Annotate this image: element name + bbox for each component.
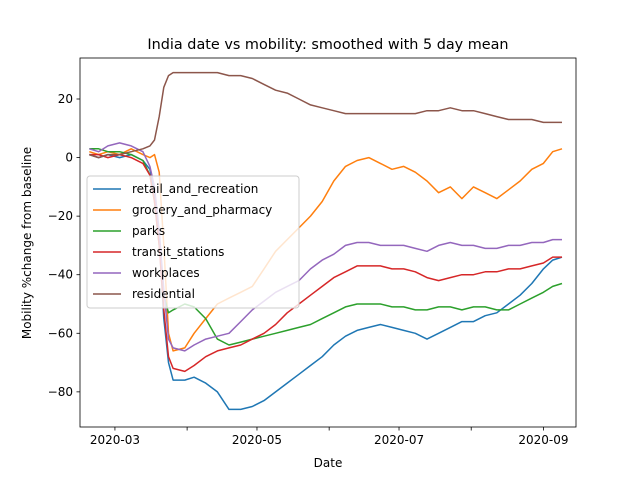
legend-label: retail_and_recreation	[132, 182, 258, 196]
y-tick-label: 20	[58, 92, 73, 106]
legend: retail_and_recreation grocery_and_pharmac…	[86, 175, 300, 309]
y-tick-label: −80	[48, 385, 73, 399]
y-tick-label: −20	[48, 209, 73, 223]
legend-label: workplaces	[132, 266, 200, 280]
x-axis-label: Date	[314, 456, 343, 470]
axes-layer: 2020-03 2020-05 2020-07 2020-09 −80 −60 −40 −20…	[48, 57, 577, 447]
y-axis-label: Mobility %change from baseline	[20, 147, 34, 339]
chart-title: India date vs mobility: smoothed with 5 …	[147, 37, 508, 53]
x-tick-label: 2020-09	[518, 433, 568, 447]
x-tick-label: 2020-05	[232, 433, 282, 447]
legend-box	[86, 175, 300, 309]
series-line-grocery_and_pharmacy	[89, 148, 563, 352]
x-tick-label: 2020-07	[374, 433, 424, 447]
legend-label: transit_stations	[132, 245, 224, 259]
y-tick-label: 0	[65, 151, 73, 165]
legend-label: residential	[132, 287, 195, 301]
series-line-residential	[89, 71, 562, 159]
legend-label: parks	[132, 224, 165, 238]
y-tick-label: −40	[48, 268, 73, 282]
legend-label: grocery_and_pharmacy	[132, 203, 272, 217]
x-tick-label: 2020-03	[90, 433, 140, 447]
y-tick-label: −60	[48, 326, 73, 340]
plot-frame	[79, 57, 577, 428]
